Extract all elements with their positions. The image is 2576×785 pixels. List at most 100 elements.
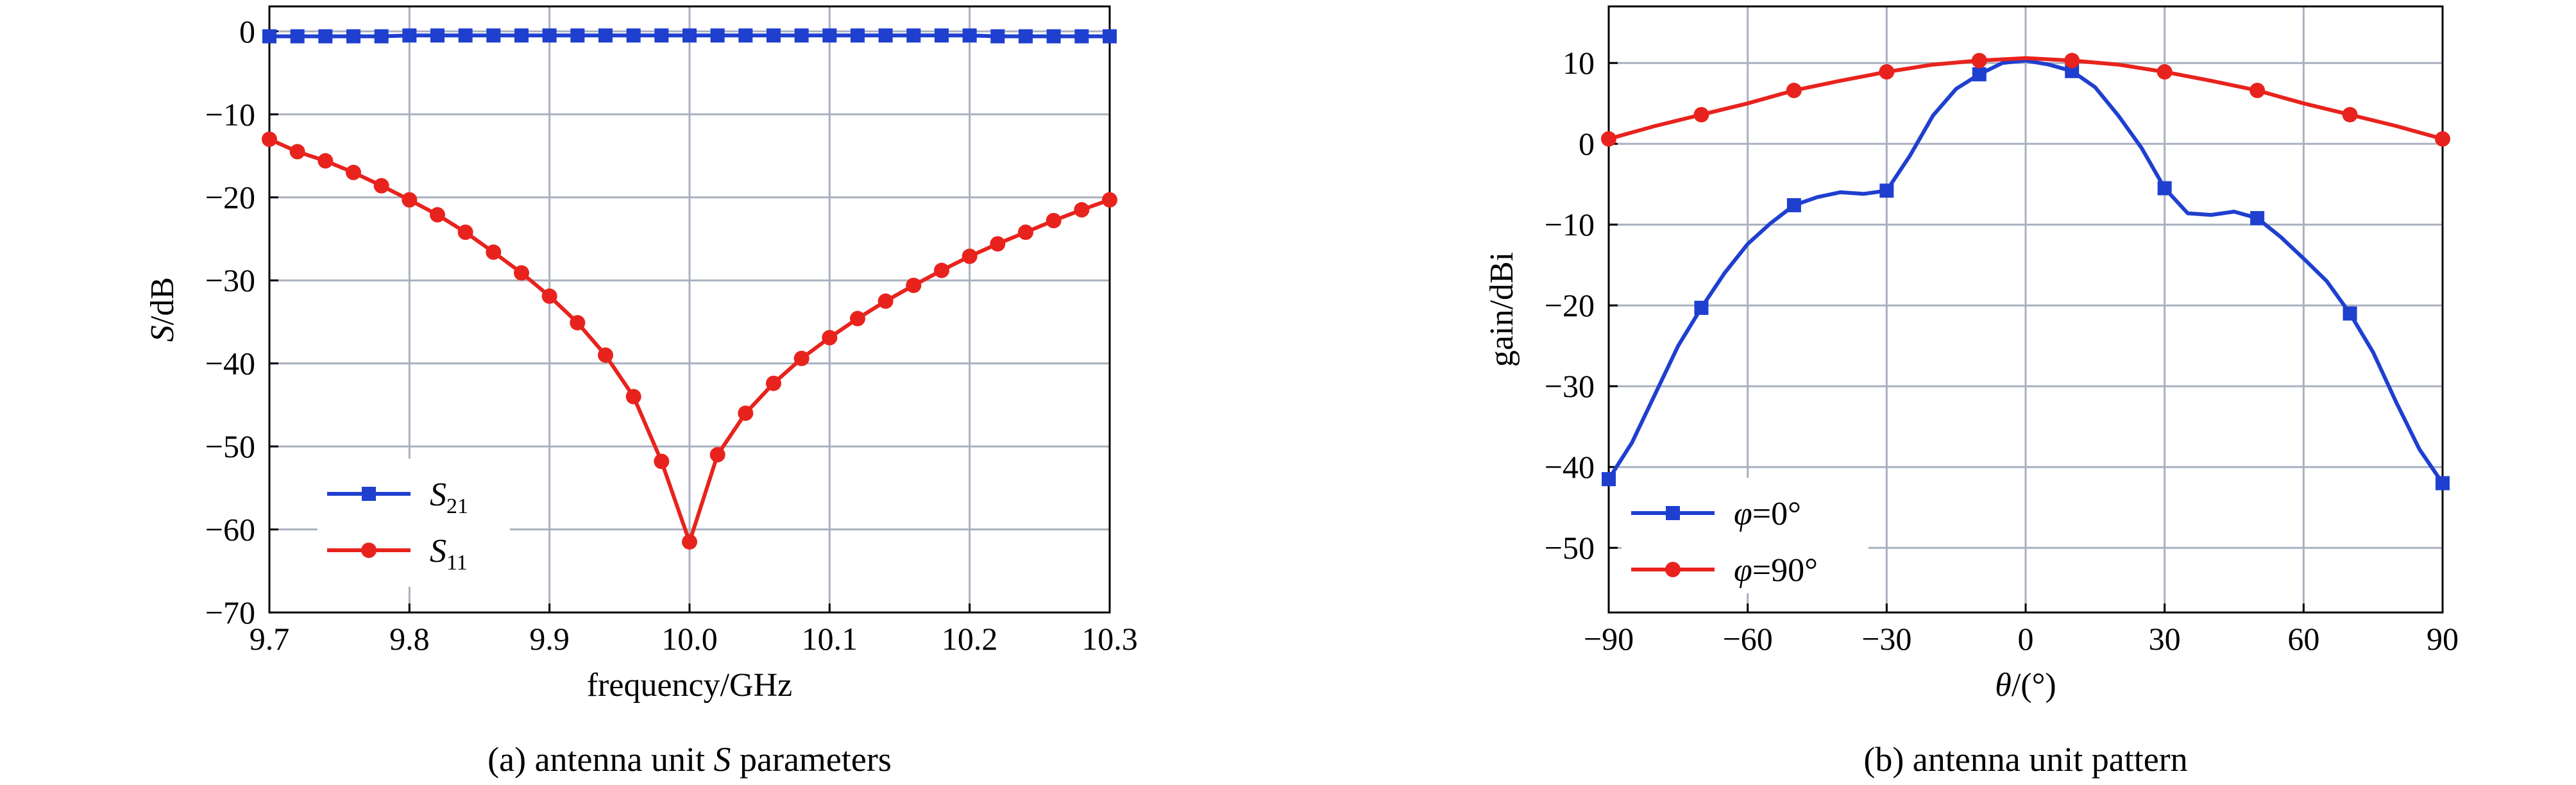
data-point [1879,183,1894,198]
data-point [262,131,277,148]
series-line-1 [1609,58,2443,485]
data-point [570,28,585,43]
chart-s-parameters: 9.7 9.8 9.9 10.0 10.1 10.2 10.3 0 −10 −20 −30 −40 −5… [144,5,1138,779]
data-point [402,28,417,43]
data-point [738,405,754,421]
data-point [1971,53,1987,69]
legend-marker [362,487,376,501]
data-point [2065,63,2080,78]
legend-label: S21 [430,477,468,518]
data-point [2250,211,2265,226]
legend-label: φ=90° [1734,552,1818,589]
data-point [1972,67,1987,81]
y-tick-label: −60 [205,512,255,548]
data-point [738,28,753,43]
legend-label: S11 [430,533,468,575]
data-point [374,29,389,44]
data-point [654,28,669,43]
data-point [878,28,893,43]
x-tick-label: 9.8 [389,621,430,657]
data-point [2064,53,2080,69]
data-point [2436,476,2450,491]
data-point [1786,83,1802,99]
x-tick-label: 10.1 [802,621,858,657]
y-tick-label: −40 [205,346,255,382]
data-point [682,28,697,43]
data-point [570,315,586,331]
y-tick-label: −30 [205,262,255,298]
data-point [906,28,921,43]
data-point [906,277,922,293]
data-point [1693,106,1709,122]
x-tick-label: 60 [2287,621,2319,657]
data-point [541,288,557,304]
legend-marker [1665,562,1681,577]
y-axis-label: S/dB [144,277,181,342]
chart-caption: (a) antenna unit S parameters [487,740,892,779]
data-point [2435,131,2450,147]
data-point [766,375,781,391]
data-point [1879,64,1895,80]
x-tick-label: 10.2 [942,621,998,657]
x-tick-label: 9.9 [529,621,570,657]
data-point [457,224,473,241]
data-point [373,178,389,194]
chart-caption: (b) antenna unit pattern [1863,740,2187,779]
data-point [710,28,725,43]
y-tick-label: −70 [205,595,255,630]
data-point [625,389,641,405]
data-point [542,28,557,43]
data-point [289,144,305,160]
data-point [2157,64,2173,80]
data-point [1018,224,1033,241]
x-tick-label: −60 [1723,621,1773,657]
data-point [794,28,809,43]
y-tick-label: −40 [1545,449,1595,485]
data-point [1046,212,1062,228]
data-point [962,248,978,264]
data-point [486,244,502,260]
data-point [990,236,1006,252]
data-point [962,28,977,43]
data-point [430,207,445,223]
data-point [514,265,529,281]
data-point [709,447,725,463]
legend-background [318,459,510,587]
y-tick-label: 0 [1579,126,1595,162]
data-point [1602,472,1616,487]
y-tick-label: −10 [205,96,255,132]
data-point [851,28,865,43]
data-point [346,29,360,44]
legend-marker [1666,506,1680,520]
data-point [402,192,418,208]
legend-marker [361,543,377,558]
data-point [1019,29,1033,44]
data-point [598,28,613,43]
x-tick-label: −90 [1584,621,1634,657]
data-point [290,29,305,44]
data-point [822,330,838,346]
data-point [2342,106,2358,122]
data-point [654,453,670,469]
data-point [1102,192,1117,208]
series-line-2 [1609,56,2443,141]
x-tick-label: 0 [2018,621,2034,657]
data-point [822,28,837,43]
data-point [934,262,949,278]
data-point [2157,181,2172,196]
x-tick-label: 9.7 [250,621,290,657]
data-point [990,29,1005,44]
data-point [514,28,529,43]
y-tick-label: 0 [239,13,255,49]
y-tick-label: −50 [205,428,255,464]
data-point [793,350,809,366]
data-point [877,293,894,309]
data-point [1046,29,1061,44]
y-tick-label: −20 [205,180,255,215]
x-tick-label: 10.0 [661,621,718,657]
data-point [598,347,613,363]
data-point [346,164,361,180]
legend-background [1622,478,1868,593]
legend-label: φ=0° [1734,496,1801,532]
